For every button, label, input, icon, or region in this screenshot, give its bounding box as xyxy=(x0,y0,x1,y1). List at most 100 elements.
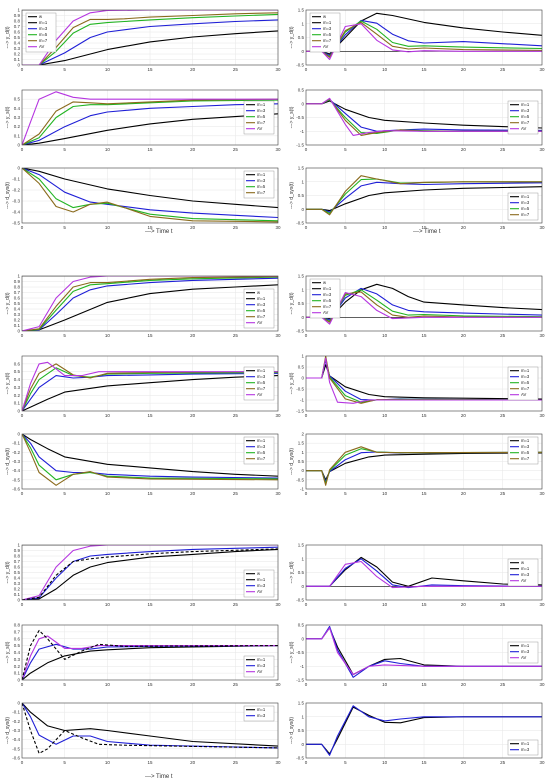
legend: wm=1m=3AV xyxy=(243,569,275,598)
series-line-AV-5 xyxy=(22,276,278,331)
x-tick-label: 10 xyxy=(105,413,111,418)
plot-frame xyxy=(305,275,543,332)
series-group xyxy=(22,545,278,600)
y-tick-label: -0.5 xyxy=(296,477,304,482)
x-tick-label: 15 xyxy=(147,760,153,765)
y-tick-label: -0.3 xyxy=(12,459,20,464)
x-tick-label: 20 xyxy=(190,147,196,152)
x-tick-label: 10 xyxy=(105,147,111,152)
y-tick-label: 1.5 xyxy=(298,701,305,706)
plot-frame xyxy=(305,9,543,66)
x-tick-label: 15 xyxy=(421,147,427,152)
x-tick-label: 15 xyxy=(421,491,427,496)
y-axis-label: ---> d_sys(t) xyxy=(289,448,295,475)
x-tick-label: 25 xyxy=(500,413,506,418)
y-tick-label: 0.1 xyxy=(14,57,21,62)
legend-label: m=1 xyxy=(521,368,530,373)
y-tick-label: 0.1 xyxy=(14,592,21,597)
chart-g1-left-dsys: 0 5 10 15 20 25 30 -0.5 -0.4 -0.3 -0.2 -0.1 0 ---> d_… xyxy=(5,166,281,231)
y-tick-label: -0.5 xyxy=(296,756,304,761)
y-axis-label: ---> d_sys(t) xyxy=(289,717,295,744)
y-tick-label: 1.5 xyxy=(298,441,305,446)
y-axis-label: ---> d_sys(t) xyxy=(5,717,11,744)
x-tick-label: 10 xyxy=(105,491,111,496)
series-line-m3-2 xyxy=(306,19,542,56)
series-group xyxy=(22,361,278,411)
series-group xyxy=(22,168,278,223)
series-line-m1-0 xyxy=(22,168,278,209)
x-tick-label: 20 xyxy=(461,682,467,687)
panels: 0 5 10 15 20 25 3000.10.20.30.40.50.60.70.80.9… xyxy=(5,8,545,766)
x-tick-label: 20 xyxy=(461,602,467,607)
legend-label: w xyxy=(257,290,261,295)
y-axis-label: ---> y_s(t) xyxy=(5,641,11,663)
y-tick-label: 0.6 xyxy=(14,565,21,570)
y-tick-label: 0 xyxy=(17,432,20,437)
legend-label: m=5 xyxy=(257,308,266,313)
series-line-AV-2 xyxy=(306,627,542,676)
x-tick-label: 15 xyxy=(147,602,153,607)
y-tick-label: 1.5 xyxy=(298,543,305,548)
legend: m=1m=3m=5m=7 xyxy=(507,192,539,221)
y-tick-label: 0.8 xyxy=(14,623,21,628)
x-tick-label: 20 xyxy=(190,225,196,230)
series-line-AV-4 xyxy=(306,357,542,404)
y-tick-label: 0 xyxy=(301,636,304,641)
chart-g1-right-ys: 0 5 10 15 20 25 30 -1.5 -1 -0.5 0 0.5 ---> y_s(t) m=1… xyxy=(289,88,545,153)
y-tick-label: -0.5 xyxy=(296,387,304,392)
y-tick-label: -1 xyxy=(300,129,304,134)
y-tick-label: 0.6 xyxy=(14,636,21,641)
series-line-m1-0 xyxy=(22,113,278,145)
y-tick-label: 0.7 xyxy=(14,559,21,564)
legend: m=1m=3m=5m=7AV xyxy=(243,366,275,401)
x-tick-label: 25 xyxy=(500,682,506,687)
y-tick-label: 0.8 xyxy=(14,554,21,559)
x-tick-label: 25 xyxy=(233,491,239,496)
series-line-AV-5 xyxy=(306,23,542,61)
series-line-AV-5 xyxy=(306,291,542,325)
x-tick-label: 30 xyxy=(539,147,545,152)
plot-frame xyxy=(21,544,279,601)
x-tick-label: 15 xyxy=(147,147,153,152)
x-tick-label: 30 xyxy=(275,413,281,418)
y-tick-label: 0.1 xyxy=(14,401,21,406)
legend-label: m=1 xyxy=(257,577,266,582)
x-tick-label: 15 xyxy=(147,67,153,72)
y-tick-label: -0.5 xyxy=(296,598,304,603)
series-line-m3-1 xyxy=(306,705,542,756)
series-line-m5-2 xyxy=(22,99,278,145)
y-axis-label: ---> y_s(t) xyxy=(5,106,11,128)
plot-frame xyxy=(305,355,543,412)
legend: m=1m=3m=5m=7AV xyxy=(243,100,275,135)
series-group xyxy=(22,703,278,754)
legend: wm=1m=3m=5m=7AV xyxy=(309,12,341,53)
x-tick-label: 20 xyxy=(461,67,467,72)
y-tick-label: 0 xyxy=(301,584,304,589)
x-tick-label: 20 xyxy=(190,67,196,72)
y-tick-label: -1.5 xyxy=(296,409,304,414)
series-line-m7-4 xyxy=(22,276,278,331)
x-tick-label: 25 xyxy=(500,67,506,72)
series-line-m1-0 xyxy=(22,375,278,411)
x-tick-label: 0 xyxy=(305,602,308,607)
y-tick-label: 0 xyxy=(301,742,304,747)
legend-label: AV xyxy=(257,320,262,325)
x-tick-label: 25 xyxy=(500,225,506,230)
legend-box xyxy=(309,278,341,319)
legend-label: m=1 xyxy=(323,20,332,25)
y-tick-label: 0.5 xyxy=(298,365,305,370)
y-tick-label: -0.5 xyxy=(12,477,20,482)
x-tick-label: 25 xyxy=(233,147,239,152)
y-tick-label: 0 xyxy=(17,63,20,68)
y-tick-label: 0.2 xyxy=(14,587,21,592)
legend-label: m=7 xyxy=(257,386,266,391)
x-tick-label: 15 xyxy=(147,491,153,496)
y-tick-label: 0.5 xyxy=(298,35,305,40)
x-tick-label: 30 xyxy=(539,760,545,765)
y-axis-label: ---> d_sys(t) xyxy=(5,448,11,475)
series-line-m1-1 xyxy=(306,12,542,55)
chart-g2-left-yd: 0 5 10 15 20 25 30 00.10.20.30.40.50.60.70.80.9… xyxy=(5,274,281,339)
x-tick-label: 0 xyxy=(21,147,24,152)
legend-label: w xyxy=(323,14,327,19)
